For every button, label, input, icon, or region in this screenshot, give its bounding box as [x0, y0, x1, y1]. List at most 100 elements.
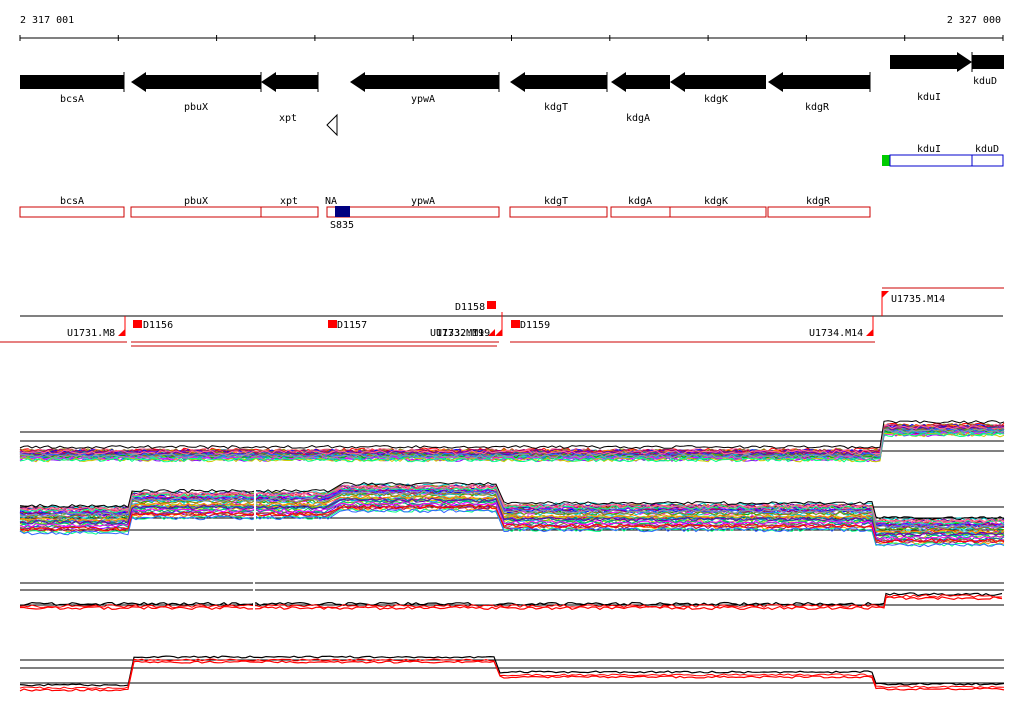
- transcript-label: kdgA: [628, 196, 652, 207]
- transcript-box-kdud[interactable]: [971, 154, 1004, 167]
- transcript-box-kdgk[interactable]: [669, 206, 767, 218]
- expression-trace: [19, 486, 1005, 526]
- expression-trace: [19, 594, 1003, 609]
- expression-trace: [19, 497, 1005, 537]
- downshift-marker-d1156[interactable]: [133, 320, 142, 328]
- upshift-flag-u1731[interactable]: [118, 329, 125, 336]
- downshift-marker-d1158[interactable]: [487, 301, 496, 309]
- gene-arrow-kdga[interactable]: [611, 72, 670, 92]
- expression-trace: [19, 420, 1005, 450]
- transcript-box-kdga[interactable]: [610, 206, 671, 218]
- small-rna-marker[interactable]: [335, 206, 350, 217]
- transcript-label: kduD: [975, 144, 999, 155]
- upshift-label: U1734.M14: [809, 328, 863, 339]
- upshift-flag-u1735[interactable]: [882, 291, 889, 298]
- upshift-label: U1733.M19: [430, 328, 484, 339]
- gene-label: kdgR: [805, 102, 830, 113]
- upshift-flag-u1734[interactable]: [866, 329, 873, 336]
- gene-label: ypwA: [411, 94, 435, 105]
- expression-trace: [19, 508, 1005, 548]
- small-rna-label: S835: [330, 220, 354, 231]
- gene-arrow-kdgk[interactable]: [670, 72, 766, 92]
- downshift-marker-d1159[interactable]: [511, 320, 520, 328]
- expression-trace: [19, 423, 1005, 454]
- upshift-flag-u1733[interactable]: [488, 329, 495, 336]
- ruler-start-label: 2 317 001: [20, 15, 74, 26]
- transcript-label: kdgK: [704, 196, 728, 207]
- gene-label: kduI: [917, 92, 941, 103]
- transcript-box-xpt[interactable]: [260, 206, 319, 218]
- gene-label: pbuX: [184, 102, 208, 113]
- expression-trace: [19, 658, 1005, 690]
- downshift-label: D1159: [520, 320, 550, 331]
- downshift-marker-d1157[interactable]: [328, 320, 337, 328]
- transcript-label: kdgR: [806, 196, 831, 207]
- expression-trace: [19, 507, 1005, 547]
- gene-arrow-kdgt[interactable]: [510, 72, 607, 92]
- transcript-box-kdgt[interactable]: [509, 206, 608, 218]
- gene-label: bcsA: [60, 94, 84, 105]
- gene-arrow-kdgr[interactable]: [768, 72, 870, 92]
- ruler-ticks: [19, 35, 1004, 41]
- gene-label: kduD: [973, 76, 997, 87]
- expression-trace: [19, 428, 1005, 458]
- ruler-end-label: 2 327 000: [947, 15, 1001, 26]
- expression-trace: [19, 490, 1005, 530]
- gene-label: kdgT: [544, 102, 568, 113]
- expression-trace: [19, 504, 1005, 544]
- expression-panel-plus-strand: [19, 420, 1005, 463]
- downshift-label: D1156: [143, 320, 173, 331]
- upshift-flag-u1732[interactable]: [495, 329, 502, 336]
- transcript-box-bcsa[interactable]: [19, 206, 125, 218]
- minus-transcript-track: bcsA pbuX xpt NA ypwA kdgT kdgA kdgK kdg…: [19, 196, 871, 231]
- upshift-label: U1732.M19: [436, 328, 490, 339]
- gene-label: kdgK: [704, 94, 728, 105]
- gene-arrow-xpt[interactable]: [261, 72, 318, 92]
- expression-trace: [19, 655, 1005, 687]
- transcript-label: xpt: [280, 196, 298, 207]
- coordinate-ruler: 2 317 001 2 327 000: [19, 15, 1004, 41]
- upshift-label: U1731.M8: [67, 328, 115, 339]
- upshift-label: U1735.M14: [891, 294, 945, 305]
- expression-trace: [19, 505, 1005, 545]
- expression-panel-minus-strand: [19, 480, 1005, 548]
- gene-arrow-ypwa[interactable]: [350, 72, 499, 92]
- gene-track: bcsA pbuX xpt ypwA kdgT kdgA kdgK kdgR k…: [20, 52, 1004, 137]
- expression-trace: [19, 424, 1005, 455]
- expression-summary-minus-strand: [19, 655, 1005, 692]
- expression-trace: [19, 492, 1005, 531]
- gene-arrow-bcsa[interactable]: [20, 75, 124, 89]
- shift-track: U1731.M8 U1733.M19 U1732.M19 U1734.M14 U…: [0, 287, 1004, 347]
- expression-trace: [19, 484, 1005, 524]
- gene-arrow-kdud[interactable]: [972, 55, 1004, 69]
- transcript-label: ypwA: [411, 196, 435, 207]
- gene-label: kdgA: [626, 113, 650, 124]
- transcript-box-ypwa[interactable]: [326, 206, 500, 218]
- transcript-label: pbuX: [184, 196, 208, 207]
- transcript-label: bcsA: [60, 196, 84, 207]
- transcript-box-kdui[interactable]: [889, 154, 973, 167]
- downshift-label: D1157: [337, 320, 367, 331]
- gene-arrow-pbux[interactable]: [131, 72, 261, 92]
- gene-arrow-kdui[interactable]: [890, 52, 972, 72]
- expression-trace: [19, 495, 1005, 534]
- expression-summary-plus-strand: [19, 580, 1004, 612]
- expression-trace: [19, 432, 1005, 463]
- downshift-label: D1158: [455, 302, 485, 313]
- transcript-label: kdgT: [544, 196, 568, 207]
- expression-trace: [19, 592, 1003, 607]
- transcript-box-pbux[interactable]: [130, 206, 262, 218]
- expression-trace: [19, 482, 1005, 520]
- transcript-label: kduI: [917, 144, 941, 155]
- gene-label: xpt: [279, 113, 297, 124]
- expression-trace: [19, 660, 1005, 692]
- expression-trace: [19, 484, 1005, 524]
- expression-trace: [19, 505, 1005, 545]
- plus-transcript-track: kduI kduD: [882, 144, 1004, 167]
- open-triangle-icon[interactable]: [326, 113, 338, 137]
- expression-trace: [20, 595, 1003, 611]
- expression-trace: [19, 500, 1005, 541]
- transcript-box-kdgr[interactable]: [767, 206, 871, 218]
- promoter-marker[interactable]: [882, 155, 890, 166]
